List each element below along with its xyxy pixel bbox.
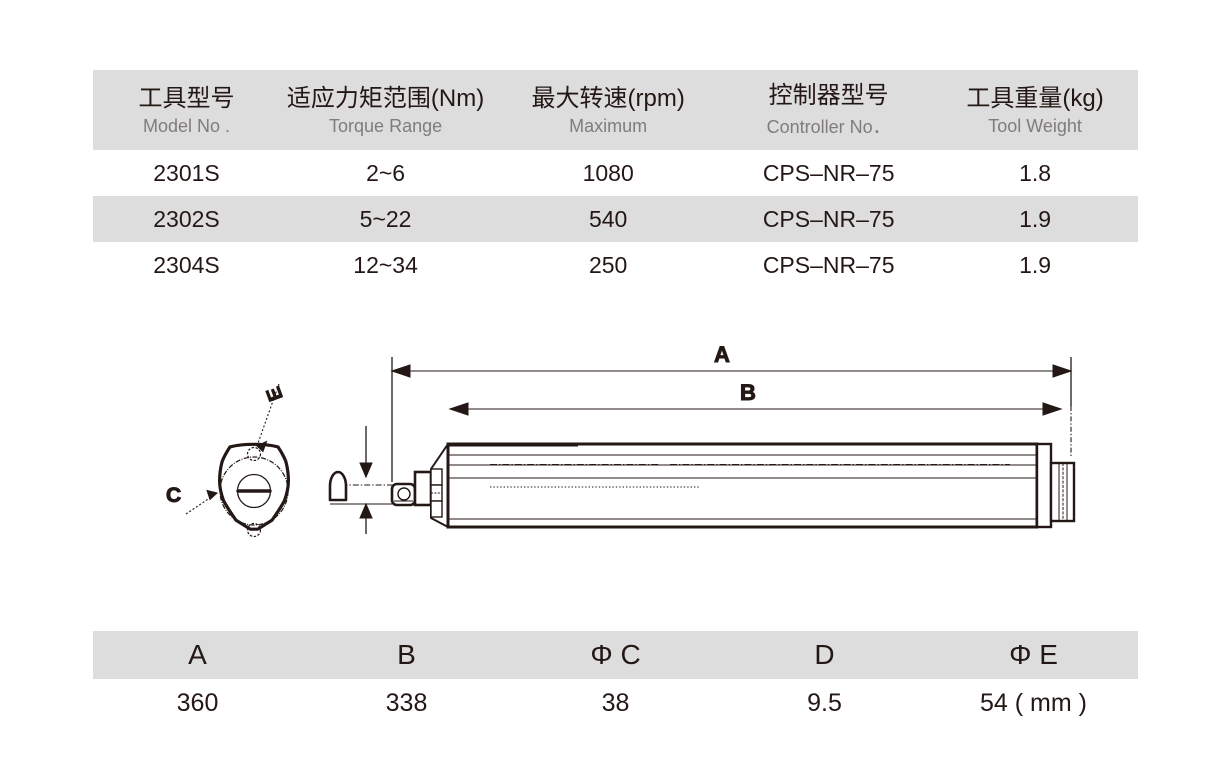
svg-text:C: C — [166, 484, 181, 507]
svg-text:B: B — [740, 380, 756, 405]
svg-text:A: A — [714, 342, 730, 367]
svg-text:E: E — [262, 384, 287, 404]
